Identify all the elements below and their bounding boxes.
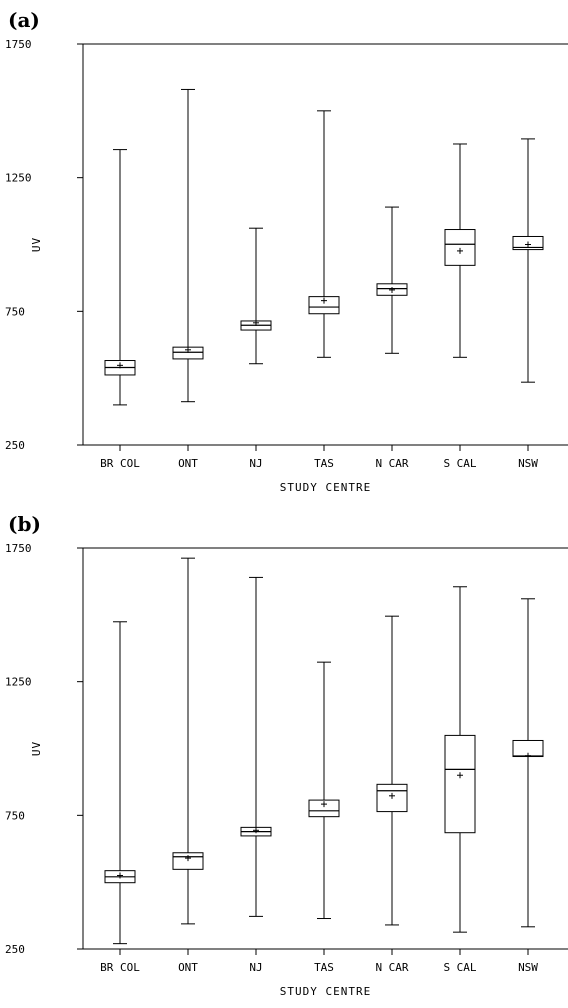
iqr-box [376, 783, 408, 813]
x-tick-label: NSW [518, 961, 538, 974]
y-tick-label: 1750 [5, 38, 32, 51]
box-nsw [512, 138, 544, 383]
box-n-car [376, 615, 408, 926]
box-plot-a: (a) 250 750 1250 1750 UV BR COL ONT NJ TAS N CAR S … [5, 8, 568, 494]
y-tick-label: 1750 [5, 542, 32, 555]
box-plot-b: (b) 250 750 1250 1750 UV BR COL ONT NJ TAS N CAR S … [5, 512, 568, 998]
iqr-box [308, 296, 340, 315]
x-tick-label: TAS [314, 961, 334, 974]
x-tick-label: BR COL [100, 457, 140, 470]
x-axis-title: STUDY CENTRE [280, 985, 371, 998]
iqr-box [444, 734, 476, 834]
panel-label: (a) [8, 8, 40, 32]
chart-panel-a: (a) 250 750 1250 1750 UV BR COL ONT NJ TAS N CAR S … [5, 8, 568, 494]
box-s-cal [444, 586, 476, 933]
y-axis-title: UV [30, 237, 43, 252]
y-tick-label: 1250 [5, 172, 32, 185]
box-nj [240, 576, 272, 917]
x-tick-label: ONT [178, 457, 198, 470]
y-tick-label: 250 [5, 439, 25, 452]
iqr-box [444, 229, 476, 266]
panel-label: (b) [8, 512, 41, 536]
x-axis-title: STUDY CENTRE [280, 481, 371, 494]
x-tick-label: S CAL [443, 961, 476, 974]
x-tick-label: S CAL [443, 457, 476, 470]
x-tick-label: N CAR [375, 961, 408, 974]
y-tick-label: 250 [5, 943, 25, 956]
box-s-cal [444, 143, 476, 358]
x-tick-label: NJ [249, 457, 262, 470]
box-n-car [376, 206, 408, 354]
y-tick-label: 1250 [5, 676, 32, 689]
box-br-col [104, 621, 136, 945]
x-tick-label: N CAR [375, 457, 408, 470]
box-ont [172, 88, 204, 403]
x-tick-label: NSW [518, 457, 538, 470]
x-tick-label: ONT [178, 961, 198, 974]
box-nj [240, 227, 272, 365]
y-axis-title: UV [30, 741, 43, 756]
x-tick-label: BR COL [100, 961, 140, 974]
x-tick-label: NJ [249, 961, 262, 974]
box-tas [308, 110, 340, 358]
box-ont [172, 557, 204, 925]
iqr-box [308, 799, 340, 818]
box-nsw [512, 598, 544, 928]
x-tick-label: TAS [314, 457, 334, 470]
y-tick-label: 750 [5, 809, 25, 822]
box-br-col [104, 149, 136, 406]
y-tick-label: 750 [5, 305, 25, 318]
box-tas [308, 661, 340, 920]
chart-panel-b: (b) 250 750 1250 1750 UV BR COL ONT NJ TAS N CAR S … [0, 504, 568, 1008]
